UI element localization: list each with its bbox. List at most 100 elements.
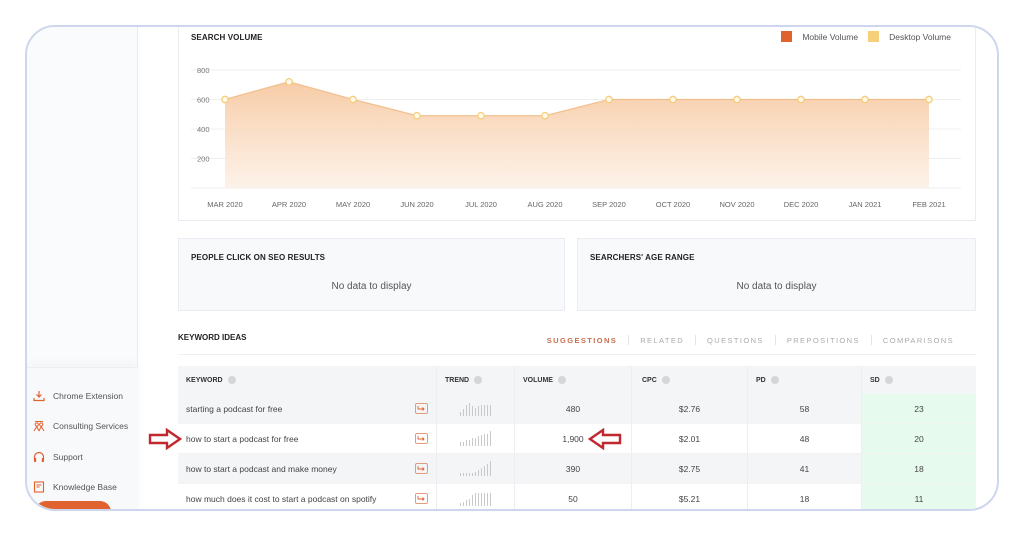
chart-point[interactable] — [221, 95, 229, 104]
keyword-table: KEYWORD TREND VOLUME CPC PD SD starting … — [178, 366, 976, 509]
open-keyword-button[interactable] — [415, 463, 428, 474]
trend-bar — [478, 492, 479, 506]
keyword-text[interactable]: starting a podcast for free — [186, 403, 283, 414]
keyword-text[interactable]: how much does it cost to start a podcast… — [186, 493, 377, 504]
chart-point[interactable] — [605, 95, 613, 104]
info-icon[interactable] — [227, 376, 236, 384]
trend-bar — [475, 471, 476, 476]
header-label: TREND — [445, 376, 470, 384]
svg-text:DEC 2020: DEC 2020 — [784, 200, 819, 209]
trend-bar — [478, 406, 479, 416]
seo-clicks-empty-text: No data to display — [331, 281, 412, 292]
sidebar-item-support[interactable]: Support — [33, 451, 83, 463]
trend-bar — [472, 437, 473, 446]
keyword-text[interactable]: how to start a podcast and make money — [186, 463, 337, 474]
trend-bar — [487, 492, 488, 506]
table-row[interactable]: how to start a podcast and make money 39… — [178, 454, 976, 484]
chart-point[interactable] — [797, 95, 805, 104]
tab-prepositions[interactable]: PREPOSITIONS — [786, 335, 860, 345]
svg-text:OCT 2020: OCT 2020 — [656, 200, 690, 209]
info-icon[interactable] — [661, 376, 670, 384]
chart-point[interactable] — [477, 111, 485, 120]
chart-point[interactable] — [413, 111, 421, 120]
trend-bar — [475, 437, 476, 446]
sidebar-item-consulting-services[interactable]: Consulting Services — [33, 420, 128, 432]
keyword-cell: how much does it cost to start a podcast… — [178, 484, 437, 509]
cpc-cell: $2.75 — [632, 454, 748, 483]
seo-clicks-title: PEOPLE CLICK ON SEO RESULTS — [191, 253, 326, 262]
column-header-keyword[interactable]: KEYWORD — [178, 366, 437, 394]
sidebar-item-knowledge-base[interactable]: Knowledge Base — [33, 481, 117, 493]
header-label: SD — [870, 376, 880, 384]
main-content: SEARCH VOLUME Mobile Volume Desktop Volu… — [178, 27, 978, 509]
cpc-cell: $2.01 — [632, 424, 748, 453]
sd-cell: 20 — [862, 424, 976, 453]
chart-point[interactable] — [733, 95, 741, 104]
trend-bar — [469, 499, 470, 506]
trend-bar — [484, 433, 485, 446]
open-keyword-button[interactable] — [415, 493, 428, 504]
trend-bar — [466, 440, 467, 446]
download-icon — [33, 391, 45, 402]
table-row[interactable]: how much does it cost to start a podcast… — [178, 484, 976, 509]
sidebar-item-chrome-extension[interactable]: Chrome Extension — [33, 390, 123, 402]
chart-point[interactable] — [925, 95, 933, 104]
trend-cell — [437, 394, 515, 423]
trend-bar — [478, 470, 479, 476]
trend-bar — [481, 435, 482, 446]
chart-point[interactable] — [861, 95, 869, 104]
info-icon[interactable] — [770, 376, 779, 384]
trend-bar — [475, 407, 476, 416]
trend-bar — [460, 411, 461, 416]
chart-point[interactable] — [669, 95, 677, 104]
app-window: Chrome Extension Consulting Services Sup… — [25, 25, 999, 511]
seo-clicks-panel: PEOPLE CLICK ON SEO RESULTS No data to d… — [178, 238, 565, 311]
trend-bar — [460, 441, 461, 446]
chart-point[interactable] — [541, 111, 549, 120]
tabs-divider — [178, 354, 976, 355]
svg-text:600: 600 — [197, 96, 210, 105]
info-icon[interactable] — [884, 376, 893, 384]
open-keyword-button[interactable] — [415, 433, 428, 444]
trend-bar — [475, 492, 476, 506]
chart-point[interactable] — [349, 95, 357, 104]
desktop-volume-swatch — [868, 31, 880, 42]
table-row[interactable]: starting a podcast for free 480 $2.76 58… — [178, 394, 976, 424]
keyword-text[interactable]: how to start a podcast for free — [186, 433, 299, 444]
sidebar-item-label: Consulting Services — [53, 421, 129, 431]
info-icon[interactable] — [557, 376, 566, 384]
column-header-trend[interactable]: TREND — [437, 366, 515, 394]
tab-suggestions[interactable]: SUGGESTIONS — [546, 335, 618, 345]
trend-sparkline — [460, 492, 491, 506]
header-label: VOLUME — [523, 376, 553, 384]
tab-related[interactable]: RELATED — [640, 335, 685, 345]
headphones-icon — [33, 451, 45, 462]
trend-bar — [463, 409, 464, 416]
svg-text:AUG 2020: AUG 2020 — [527, 200, 562, 209]
trend-bar — [487, 463, 488, 476]
table-row[interactable]: how to start a podcast for free 1,900 $2… — [178, 424, 976, 454]
mobile-volume-swatch — [781, 31, 793, 42]
column-header-pd[interactable]: PD — [748, 366, 862, 394]
keyword-cell: starting a podcast for free — [178, 394, 437, 423]
legend-mobile-volume[interactable]: Mobile Volume — [781, 31, 858, 42]
legend-desktop-volume[interactable]: Desktop Volume — [868, 31, 951, 42]
cpc-cell: $5.21 — [632, 484, 748, 509]
tab-divider — [870, 335, 872, 345]
upgrade-button[interactable] — [35, 501, 111, 509]
keyword-cell: how to start a podcast and make money — [178, 454, 437, 483]
svg-text:MAR 2020: MAR 2020 — [207, 200, 242, 209]
column-header-sd[interactable]: SD — [862, 366, 976, 394]
trend-bar — [463, 501, 464, 506]
trend-cell — [437, 484, 515, 509]
column-header-cpc[interactable]: CPC — [632, 366, 748, 394]
tab-questions[interactable]: QUESTIONS — [707, 335, 764, 345]
info-icon[interactable] — [474, 376, 483, 384]
svg-text:FEB 2021: FEB 2021 — [912, 200, 945, 209]
tab-divider — [774, 335, 776, 345]
open-keyword-button[interactable] — [415, 403, 428, 414]
trend-sparkline — [460, 431, 491, 446]
chart-point[interactable] — [285, 77, 293, 86]
tab-comparisons[interactable]: COMPARISONS — [882, 335, 954, 345]
column-header-volume[interactable]: VOLUME — [515, 366, 632, 394]
